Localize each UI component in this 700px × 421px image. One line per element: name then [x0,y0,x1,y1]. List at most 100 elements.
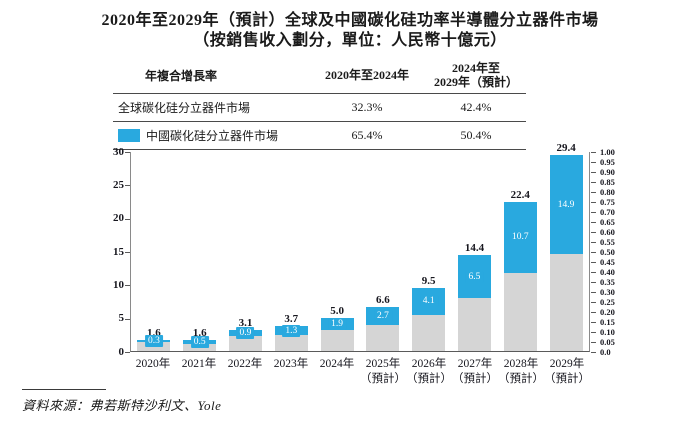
right-axis-tick-label: 0.05 [600,337,615,347]
total-value-label: 29.4 [556,142,576,155]
global-remainder-segment [457,298,491,351]
right-axis-tick-mark [591,172,596,173]
bar-2022年: 3.1 0.9 [228,317,262,351]
right-axis-tick-mark [591,242,596,243]
bar-2028年: 22.4 10.7 [503,188,537,351]
global-remainder-segment [320,330,354,351]
right-axis-tick-label: 1.00 [600,147,615,157]
global-remainder-segment [549,254,583,351]
x-axis-label: 2021年 [181,358,217,370]
table-row-global: 全球碳化硅分立器件市場 32.3% 42.4% [113,94,526,122]
left-axis-tick-label: 30 [113,145,124,158]
right-axis-tick-label: 0.65 [600,217,615,227]
plot-area: 1.6 0.3 1.6 0.5 3.1 0.9 3.7 1.3 5.0 1.9 6.6 2.7 9.5 4… [130,142,590,352]
right-axis-tick-mark [591,162,596,163]
cagr-header-2020-2024: 2020年至2024年 [324,67,409,82]
right-axis-tick-mark [591,212,596,213]
china-segment: 1.3 [274,324,308,337]
right-axis-tick-mark [591,272,596,273]
total-value-label: 3.7 [284,313,299,326]
chart-title-line2: （按銷售收入劃分，單位：人民幣十億元） [193,32,507,49]
china-cagr-2020-2024: 65.4% [351,127,383,142]
global-remainder-segment [274,335,308,351]
right-axis-tick-mark [591,312,596,313]
bar-2023年: 3.7 1.3 [274,313,308,351]
right-axis-tick-label: 0.70 [600,207,615,217]
x-axis-label: 2025年 （預計） [360,358,406,385]
right-axis-tick-label: 0.35 [600,277,615,287]
left-axis-tick-label: 10 [113,278,124,291]
bar-2021年: 1.6 0.5 [183,327,217,351]
china-value-label: 0.3 [144,335,163,348]
china-market-label: 中國碳化硅分立器件市場 [146,128,279,143]
cagr-table-header: 年複合增長率 2020年至2024年 2024年至 2029年（預計） [113,60,526,94]
total-value-label: 3.1 [238,317,253,330]
global-cagr-2020-2024: 32.3% [351,99,383,114]
left-axis-tick-mark [125,152,130,153]
right-axis-tick-label: 0.45 [600,257,615,267]
bar-2029年: 29.4 14.9 [549,142,583,351]
x-axis-label: 2026年 （預計） [406,358,452,385]
right-axis-tick-mark [591,302,596,303]
china-legend-swatch [118,128,140,142]
right-axis-tick-mark [591,232,596,233]
right-axis-tick-label: 0.80 [600,187,615,197]
total-value-label: 6.6 [376,294,390,306]
right-axis-tick-label: 0.10 [600,327,615,337]
left-axis-tick-mark [125,352,130,353]
bar-2027年: 14.4 6.5 [457,242,491,351]
cagr-header-label: 年複合增長率 [145,69,218,84]
china-segment: 10.7 [503,201,537,273]
china-value-label: 10.7 [508,231,532,244]
left-axis-tick-mark [125,218,130,220]
x-axis-label: 2027年 （預計） [452,358,498,385]
cagr-header-2024-2029: 2024年至 2029年（預計） [433,61,518,89]
x-axis-label: 2028年 （預計） [498,358,544,385]
china-value-label: 6.5 [465,270,484,283]
total-value-label: 9.5 [421,274,436,287]
china-segment: 2.7 [366,307,400,325]
right-axis-tick-mark [591,252,596,253]
right-axis-tick-label: 0.85 [600,177,615,187]
china-value-label: 4.1 [419,295,438,308]
source-divider-line [22,389,106,390]
right-axis-tick-label: 0.20 [600,307,615,317]
right-axis-tick-label: 0.75 [600,197,615,207]
x-axis-label: 2023年 [273,358,309,370]
china-value-label: 14.9 [554,198,578,211]
china-value-label: 0.9 [236,327,255,340]
bar-2020年: 1.6 0.3 [137,327,171,351]
right-axis-tick-mark [591,322,596,323]
china-value-label: 2.7 [373,310,392,322]
left-axis-tick-label: 15 [113,245,124,258]
cagr-table: 年複合增長率 2020年至2024年 2024年至 2029年（預計） 全球碳化… [113,60,526,150]
right-axis-tick-mark [591,152,596,153]
bar-2025年: 6.6 2.7 [366,294,400,351]
china-segment: 6.5 [457,255,491,299]
right-axis-tick-mark [591,182,596,183]
china-cagr-2024-2029: 50.4% [460,127,492,142]
right-axis-tick-label: 0.25 [600,297,615,307]
bar-2026年: 9.5 4.1 [412,274,446,351]
right-axis-tick-label: 0.30 [600,287,615,297]
right-axis-tick-mark [591,342,596,343]
right-axis-tick-label: 0.55 [600,237,615,247]
global-remainder-segment [366,325,400,351]
right-axis-tick-mark [591,292,596,293]
chart-title-line1: 2020年至2029年（預計）全球及中國碳化硅功率半導體分立器件市場 [101,12,599,29]
china-segment: 0.5 [183,336,217,349]
china-value-label: 1.3 [282,324,301,337]
right-axis-tick-label: 0.50 [600,247,615,257]
left-axis-tick-label: 0 [118,345,125,358]
left-axis-tick-mark [125,318,130,320]
right-axis-tick-mark [591,202,596,203]
china-value-label: 0.5 [190,336,209,349]
total-value-label: 22.4 [510,188,530,201]
x-axis-label: 2029年 （預計） [544,358,590,385]
total-value-label: 5.0 [330,304,344,317]
x-axis-labels: 2020年 2021年 2022年 2023年 2024年 2025年 （預計） 2026年（… [130,357,590,387]
china-value-label: 1.9 [328,317,347,330]
china-segment: 0.9 [228,327,262,340]
right-axis-tick-mark [591,222,596,223]
